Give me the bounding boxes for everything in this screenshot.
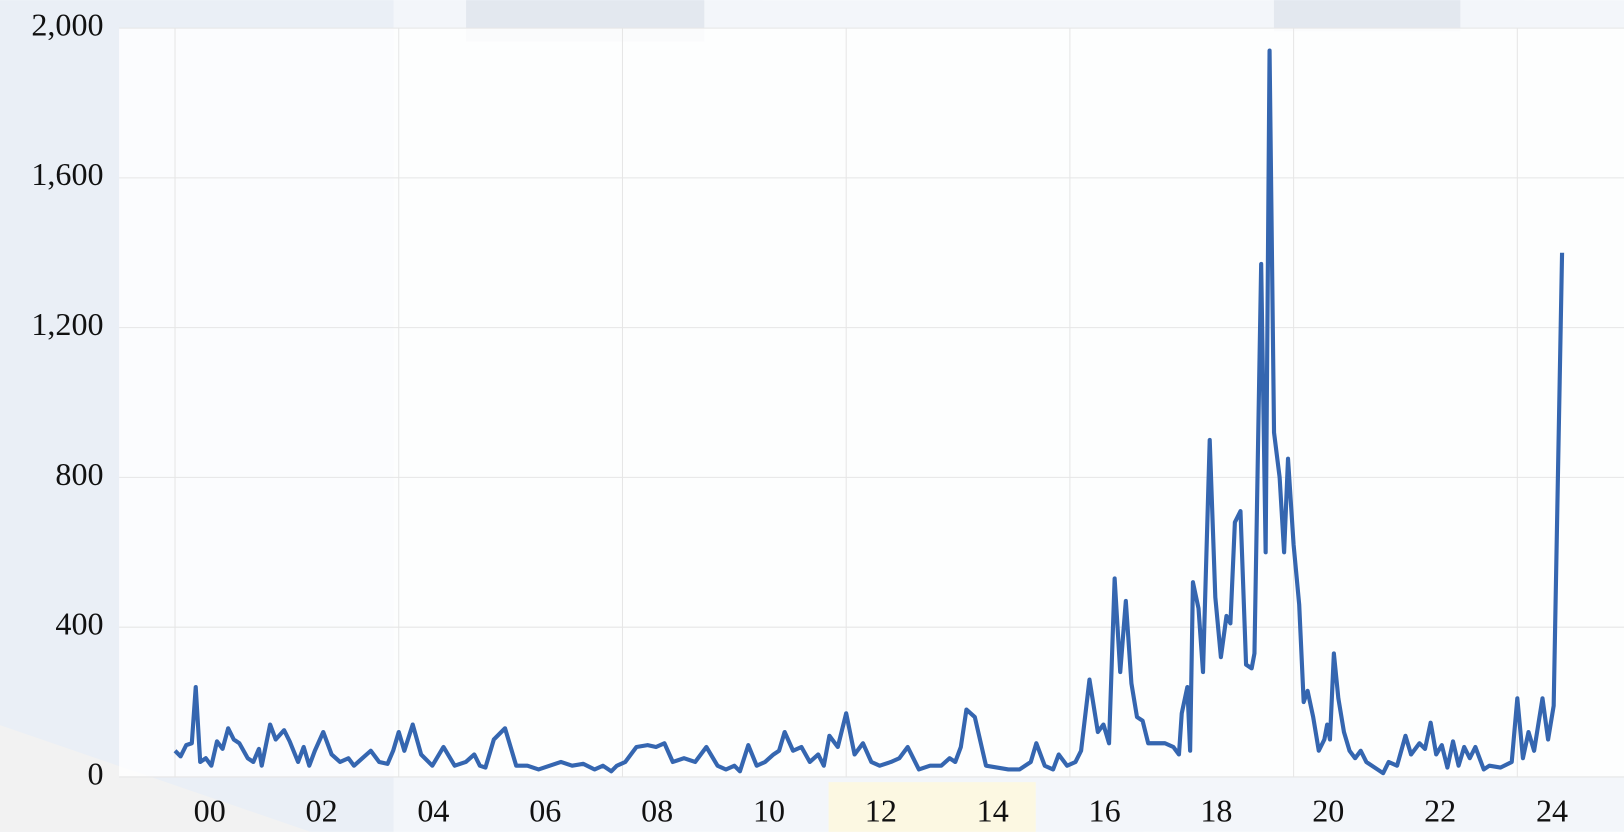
x-tick-label: 24 [1536,793,1568,829]
x-tick-label: 00 [194,793,226,829]
data-line [173,48,1565,776]
watermark-shape [1273,0,1461,32]
grid [119,27,1624,778]
y-tick-label: 0 [88,755,104,791]
plot-area [119,28,1624,777]
x-tick-label: 06 [529,793,561,829]
y-tick-label: 400 [55,606,103,642]
x-tick-label: 18 [1200,793,1232,829]
x-tick-label: 16 [1089,793,1121,829]
y-tick-label: 800 [55,456,103,492]
x-tick-label: 10 [753,793,785,829]
y-tick-label: 1,200 [31,306,103,342]
x-tick-label: 20 [1312,793,1344,829]
watermark-shape [828,782,1036,832]
x-tick-label: 02 [306,793,338,829]
x-tick-label: 14 [977,793,1009,829]
series [173,48,1565,776]
y-tick-label: 1,600 [31,156,103,192]
x-tick-label: 22 [1424,793,1456,829]
x-tick-label: 08 [641,793,673,829]
x-tick-label: 04 [417,793,449,829]
tick-labels: 0 400 800 1,200 1,600 2,000 00 02 04 06 08 10 12 14 16… [31,6,1568,828]
x-tick-label: 12 [865,793,897,829]
y-tick-label: 2,000 [31,6,103,42]
